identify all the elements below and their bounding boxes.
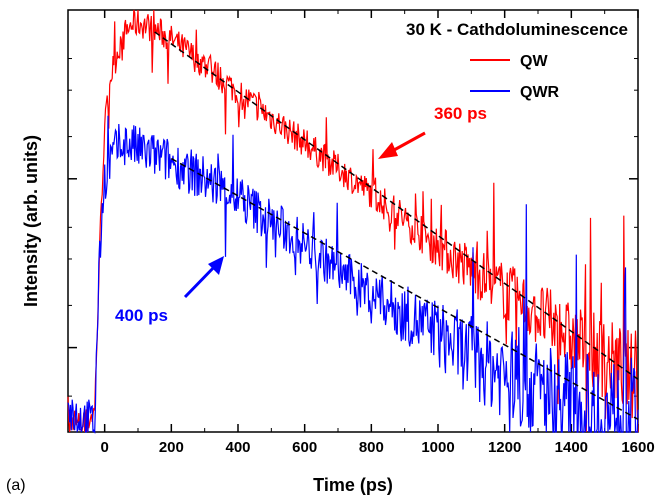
panel-label: (a)	[6, 477, 26, 494]
x-tick-label: 200	[159, 439, 184, 456]
x-tick-label: 600	[292, 439, 317, 456]
x-tick-label: 400	[225, 439, 250, 456]
x-tick-label: 1200	[488, 439, 521, 456]
x-tick-label: 0	[100, 439, 108, 456]
x-tick-label: 1400	[555, 439, 588, 456]
legend: QW QWR	[470, 53, 560, 101]
plot-frame	[68, 10, 638, 432]
x-tick-label: 800	[359, 439, 384, 456]
chart-title: 30 K - Cathdoluminescence	[406, 20, 628, 39]
annotation-qw-arrowhead	[378, 142, 398, 159]
x-tick-label: 1000	[421, 439, 454, 456]
series-layer	[68, 10, 638, 432]
annotation-qwr-label: 400 ps	[115, 306, 168, 325]
annotation-qwr: 400 ps	[115, 256, 224, 325]
y-axis-title: Intensity (arb. units)	[21, 135, 41, 307]
legend-label-qw: QW	[520, 53, 548, 70]
x-tick-labels: 0 200 400 600 800 1000 1200 1400 1600	[100, 439, 654, 456]
annotation-qw: 360 ps	[378, 104, 487, 159]
series-qw-line	[68, 10, 638, 432]
annotation-qw-label: 360 ps	[434, 104, 487, 123]
fit-line-qwr	[171, 159, 638, 420]
series-qwr-line	[68, 116, 638, 432]
x-axis-title: Time (ps)	[313, 475, 393, 495]
x-tick-label: 1600	[621, 439, 654, 456]
axis-ticks	[68, 10, 638, 432]
legend-label-qwr: QWR	[520, 84, 560, 101]
